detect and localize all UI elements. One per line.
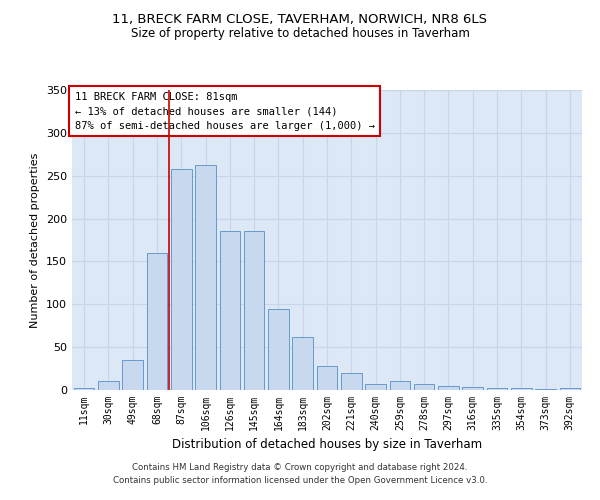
Bar [220,232,240,390]
Text: 11, BRECK FARM CLOSE, TAVERHAM, NORWICH, NR8 6LS: 11, BRECK FARM CLOSE, TAVERHAM, NORWICH,… [113,12,487,26]
Bar [292,337,313,390]
Bar [511,388,532,390]
Bar [487,388,508,390]
Bar [195,166,216,390]
Y-axis label: Number of detached properties: Number of detached properties [31,152,40,328]
Bar [438,386,459,390]
Bar [317,366,337,390]
Bar [122,360,143,390]
Text: Size of property relative to detached houses in Taverham: Size of property relative to detached ho… [131,28,469,40]
Bar [414,384,434,390]
Bar [244,232,265,390]
Bar [146,253,167,390]
Bar [171,169,191,390]
Bar [389,382,410,390]
Text: 11 BRECK FARM CLOSE: 81sqm
← 13% of detached houses are smaller (144)
87% of sem: 11 BRECK FARM CLOSE: 81sqm ← 13% of deta… [74,92,374,131]
Bar [341,373,362,390]
Bar [268,308,289,390]
Bar [463,388,483,390]
Bar [560,388,580,390]
Bar [98,382,119,390]
Bar [74,388,94,390]
Bar [365,384,386,390]
Text: Contains HM Land Registry data © Crown copyright and database right 2024.
Contai: Contains HM Land Registry data © Crown c… [113,464,487,485]
X-axis label: Distribution of detached houses by size in Taverham: Distribution of detached houses by size … [172,438,482,452]
Bar [535,389,556,390]
